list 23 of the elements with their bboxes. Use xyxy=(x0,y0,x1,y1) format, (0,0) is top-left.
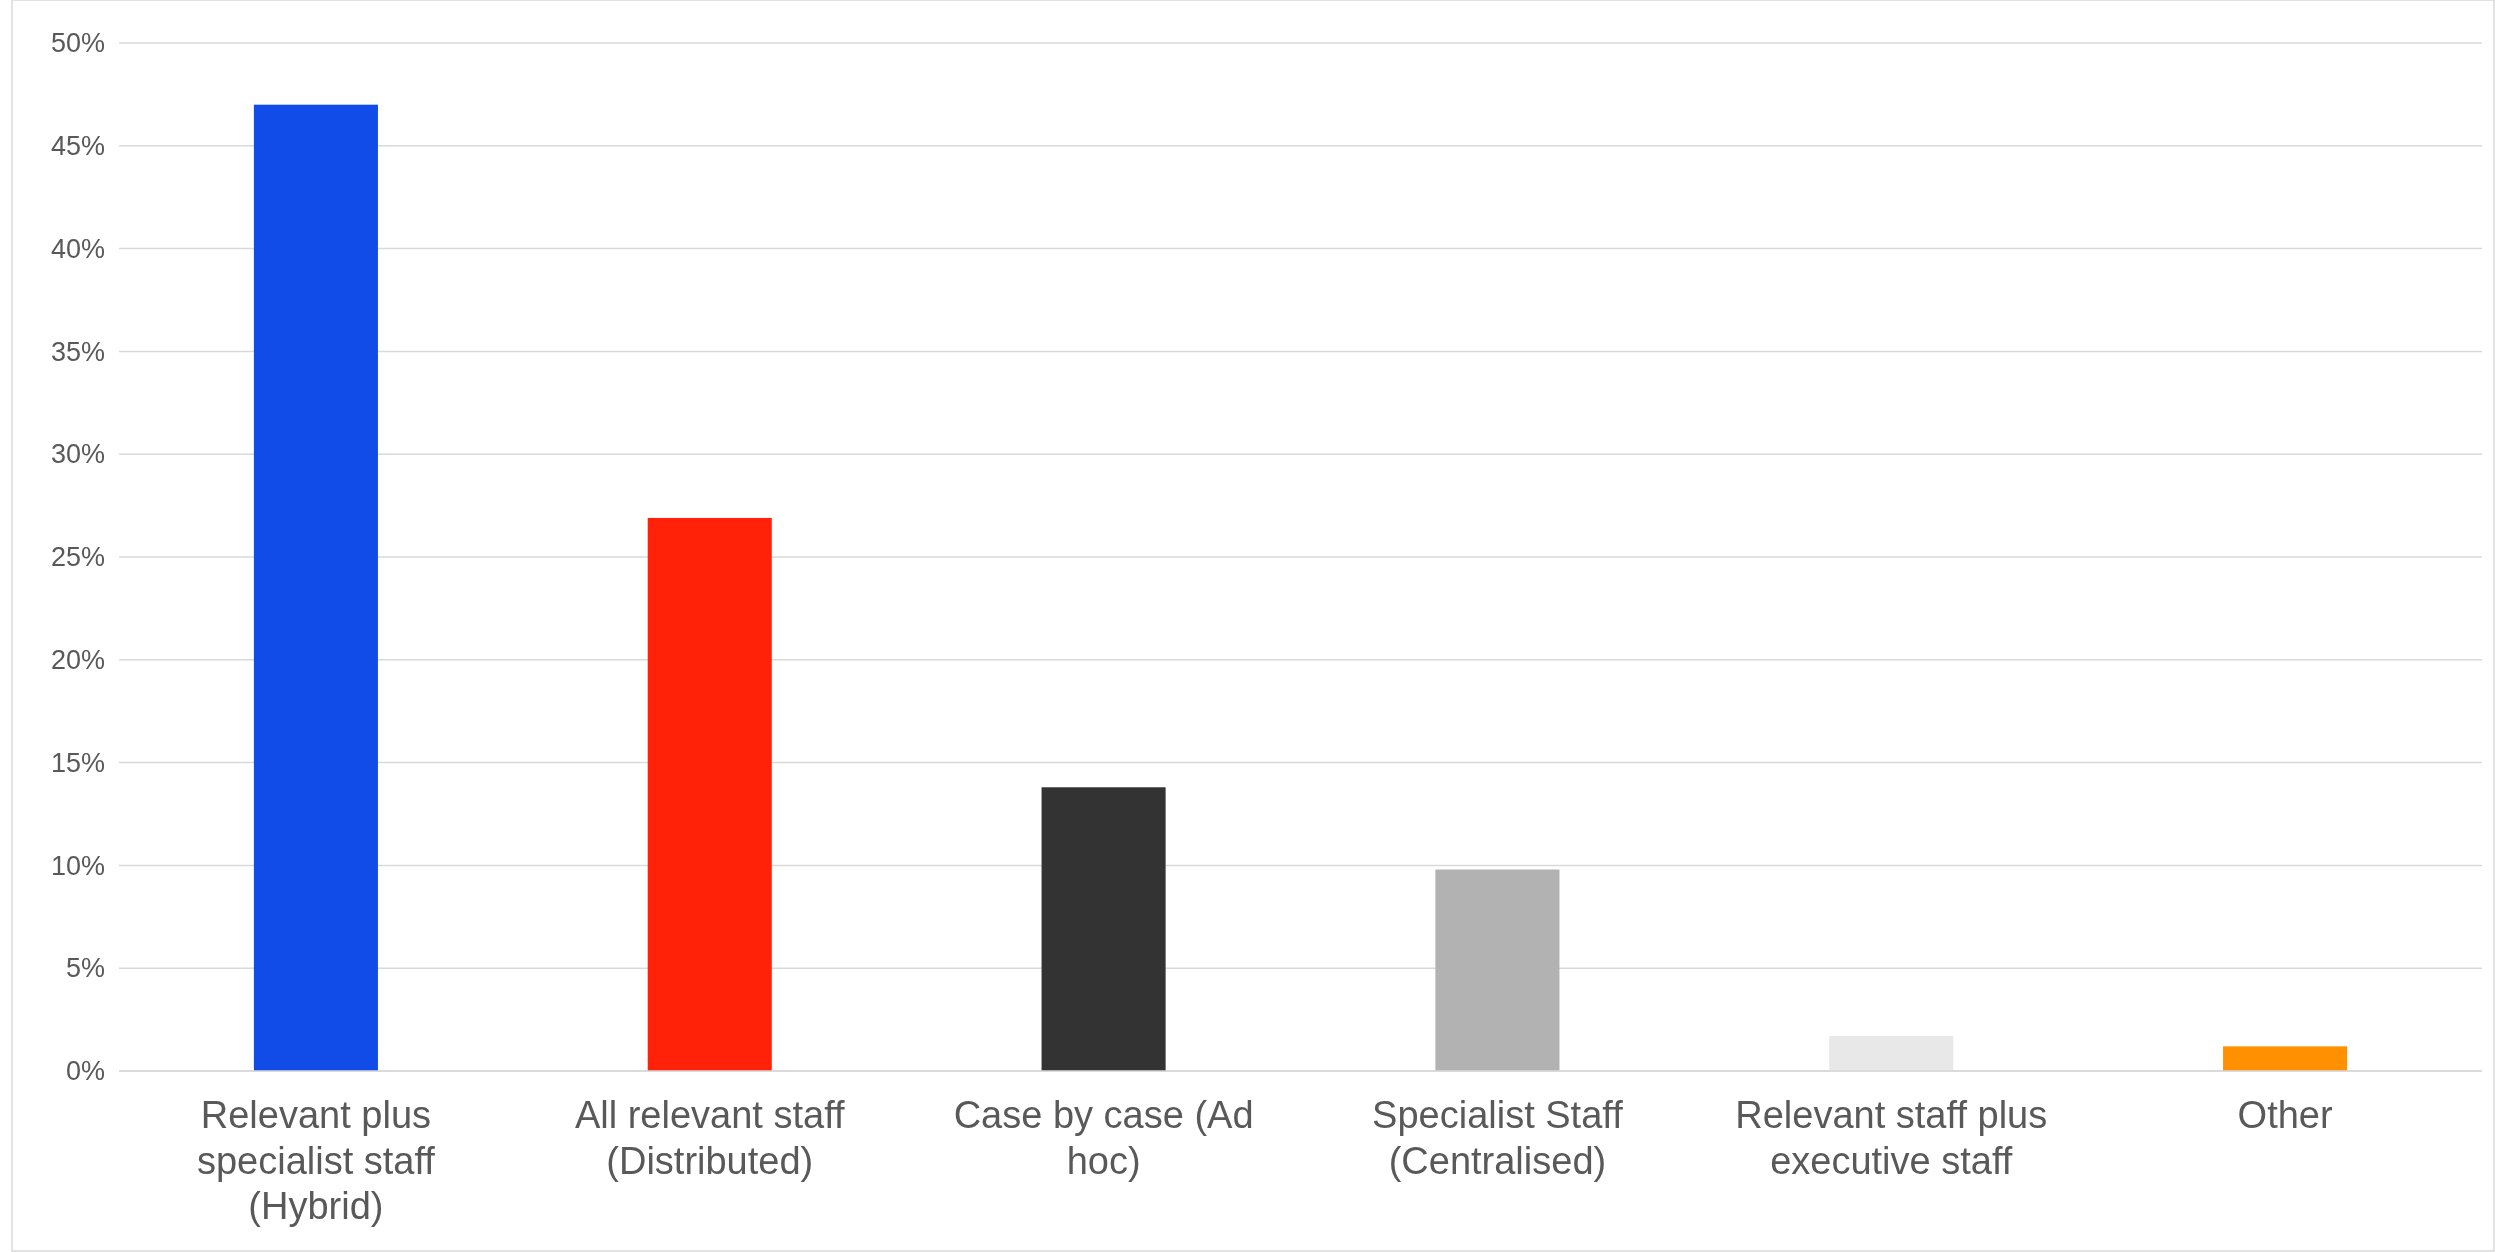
bar xyxy=(1435,869,1560,1071)
y-tick-label: 15% xyxy=(50,747,105,778)
bar xyxy=(647,517,772,1071)
bar xyxy=(253,104,378,1071)
y-tick-label: 5% xyxy=(65,953,105,984)
x-tick-label: Case by case (Ad hoc) xyxy=(953,1093,1254,1182)
x-tick-label: Relevant staff plus executive staff xyxy=(1735,1093,2048,1182)
y-tick-label: 20% xyxy=(50,644,105,675)
x-tick-label: All relevant staff (Distributed) xyxy=(574,1093,846,1182)
y-tick-label: 35% xyxy=(50,336,105,367)
y-tick-label: 25% xyxy=(50,542,105,573)
bar xyxy=(1829,1036,1954,1071)
y-tick-label: 50% xyxy=(50,28,105,59)
x-tick-label: Relevant plus specialist staff (Hybrid) xyxy=(196,1093,436,1228)
x-tick-label: Specialist Staff (Centralised) xyxy=(1372,1093,1624,1182)
bar xyxy=(2223,1046,2348,1071)
y-tick-label: 0% xyxy=(65,1056,105,1087)
y-tick-label: 10% xyxy=(50,850,105,881)
bar xyxy=(1041,787,1166,1071)
y-tick-label: 45% xyxy=(50,130,105,161)
x-tick-label: Other xyxy=(2237,1093,2333,1136)
y-tick-label: 40% xyxy=(50,233,105,264)
y-tick-label: 30% xyxy=(50,439,105,470)
